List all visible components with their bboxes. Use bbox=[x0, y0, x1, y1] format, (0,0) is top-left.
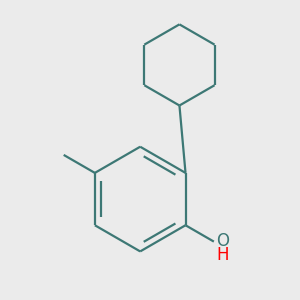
Text: H: H bbox=[217, 246, 229, 264]
Text: O: O bbox=[217, 232, 230, 250]
